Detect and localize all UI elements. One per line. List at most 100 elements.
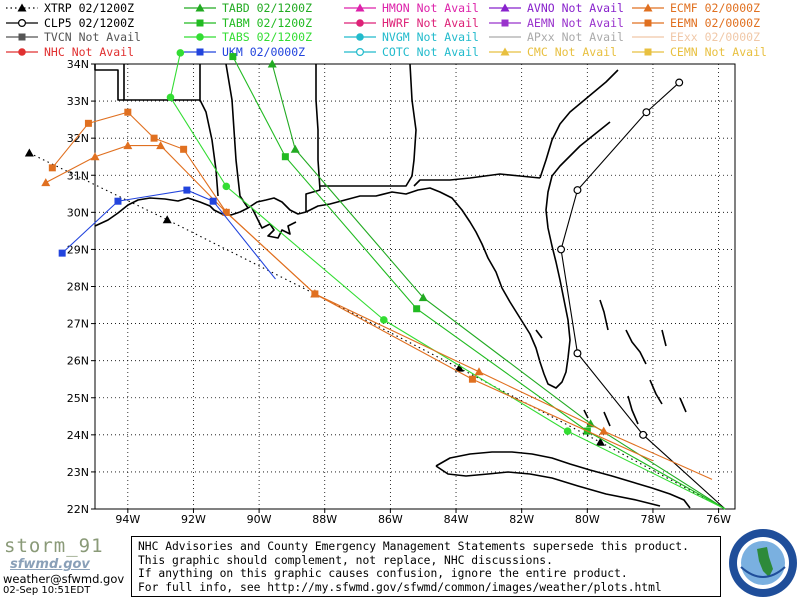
lon-tick-label: 92W [181,513,206,526]
state-lines [94,63,619,212]
legend-label: TABD 02/1200Z [222,1,313,15]
track-point-tabs [166,93,175,102]
legend-label: CMC Not Avail [527,44,618,59]
track-point-clp5 [557,245,566,254]
track-point-eemn [222,208,230,216]
legend-label: TABM 02/1200Z [222,15,313,30]
track-point-clp5 [639,430,648,439]
lat-tick-label: 25N [67,392,89,405]
track-point-xtrp [162,215,172,224]
legend-label: NHC Not Avail [44,44,135,59]
lat-tick-label: 23N [67,466,89,479]
legend-marker [18,33,26,41]
track-point-tabs [222,182,231,191]
lon-tick-label: 94W [115,513,140,526]
storm-name: storm_91 [4,535,104,557]
lat-tick-label: 30N [67,206,89,219]
legend-label: TVCN Not Avail [44,30,141,44]
legend-marker [500,47,510,55]
track-point-tabd [267,59,277,68]
track-point-eemn [468,375,476,383]
contact-email[interactable]: weather@sfwmd.gov [3,572,125,586]
lon-tick-label: 90W [247,513,272,526]
track-clp5 [560,82,726,510]
legend-label: EExx 02/0000Z [670,30,761,44]
legend-marker [500,3,510,12]
texas-louisiana-coast [94,197,307,227]
legend-label: UKM 02/0000Z [222,44,306,59]
track-point-clp5 [642,108,651,117]
track-point-ecmf [123,141,133,150]
track-point-clp5 [573,349,582,358]
track-eemn [51,111,654,462]
track-point-xtrp [454,363,464,372]
legend-marker [644,19,652,26]
track-point-eemn [311,290,319,298]
lon-tick-label: 82W [509,513,534,526]
legend-marker [501,19,509,26]
cuba-south [435,465,661,507]
legend-marker [644,48,652,55]
cuba [435,451,691,509]
track-point-clp5 [573,186,582,195]
lat-tick-label: 24N [67,429,89,442]
track-point-ukm [58,249,66,257]
lon-tick-label: 84W [444,513,469,526]
lat-tick-label: 27N [67,318,89,331]
track-point-ukm [209,197,217,205]
lat-tick-label: 28N [67,281,89,294]
lat-tick-label: 33N [67,95,89,108]
track-point-tabm [281,153,289,161]
legend: XTRP 02/1200Z CLP5 02/1200Z TVCN Not Avail… [0,0,800,60]
legend-marker [18,47,26,56]
legend-label: TABS 02/1200Z [222,30,313,44]
track-point-tabs [563,427,572,435]
track-point-eemn [150,134,158,142]
track-point-ecmf [90,152,100,161]
lon-tick-label: 88W [312,513,337,526]
site-logo: sfwmd.gov [10,557,90,572]
lat-tick-label: 26N [67,355,89,368]
legend-label: COTC Not Avail [382,44,479,59]
legend-marker [196,19,204,26]
legend-label: HWRF Not Avail [382,15,479,30]
legend-marker [356,33,364,41]
track-point-ukm [183,186,191,194]
legend-marker [18,18,27,27]
legend-label: NVGM Not Avail [382,30,479,44]
track-xtrp [29,152,726,510]
legend-label: EEMN 02/0000Z [670,15,761,30]
branding: storm_91 sfwmd.gov weather@sfwmd.gov 02-… [2,535,132,597]
lat-tick-label: 34N [67,58,89,71]
track-point-tabd [418,293,428,302]
legend-marker [196,33,204,41]
bahamas [535,299,687,427]
track-tabm [232,56,726,510]
legend-label: AVNO Not Avail [527,1,624,15]
track-ukm [61,189,276,280]
track-point-ecmf [41,178,51,187]
track-point-ecmf [474,367,484,376]
legend-marker [355,3,365,12]
track-point-ecmf [156,141,166,150]
track-point-ecmf [599,426,609,435]
track-point-ukm [114,197,122,205]
lat-tick-label: 22N [67,503,89,516]
disclaimer-line: This graphic should complement, not repl… [138,553,553,567]
timestamp: 02-Sep 10:51EDT [3,585,91,596]
track-point-clp5 [675,78,684,87]
track-point-tabs [176,49,185,57]
mississippi-delta [251,207,297,239]
track-tabd [271,63,726,510]
disclaimer-line: NHC Advisories and County Emergency Mana… [138,540,689,553]
lon-tick-label: 86W [378,513,403,526]
legend-label: CEMN Not Avail [670,44,767,59]
legend-marker [195,3,205,12]
track-point-eemn [48,164,56,172]
lon-tick-label: 80W [575,513,600,526]
track-point-xtrp [24,148,34,157]
lon-tick-label: 78W [641,513,666,526]
disclaimer-url[interactable]: For full info, see http://my.sfwmd.gov/s… [138,580,662,594]
legend-marker [196,48,204,55]
